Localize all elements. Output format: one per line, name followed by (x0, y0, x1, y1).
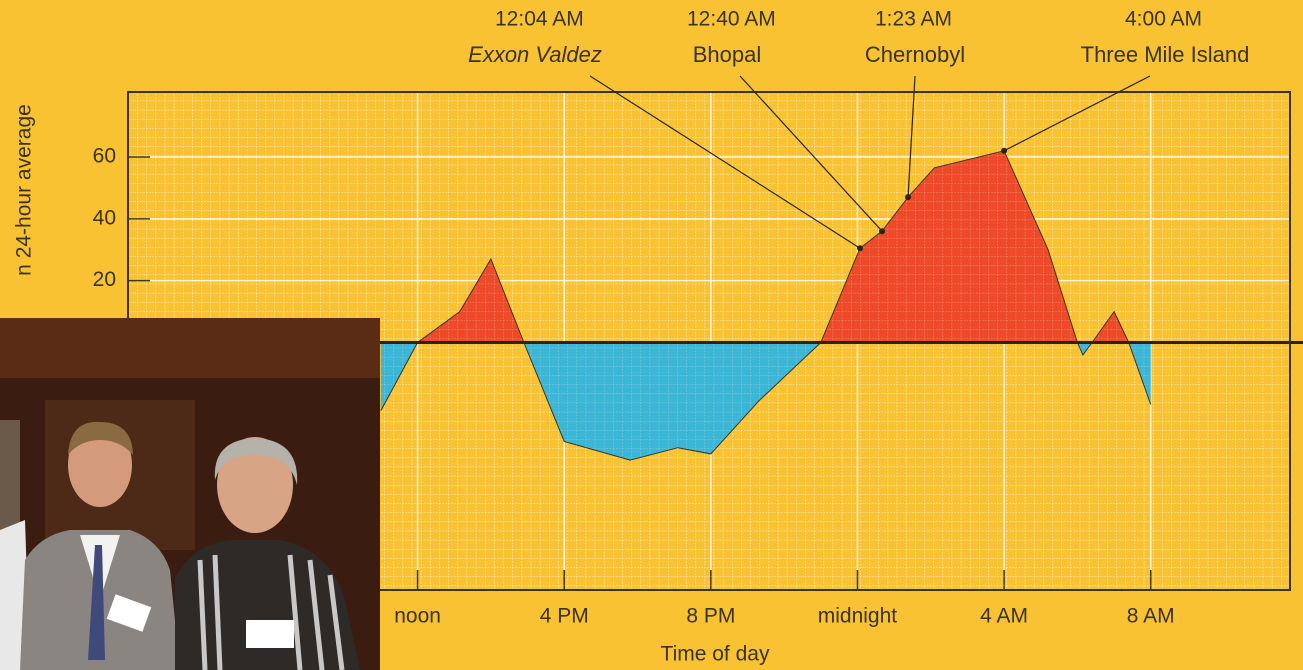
x-tick-label: noon (394, 605, 441, 628)
photo-inset (0, 318, 380, 670)
annotation-point (905, 194, 911, 200)
x-tick-label: midnight (818, 605, 898, 628)
annotation-name: Exxon Valdez (468, 42, 602, 67)
y-tick-label: 60 (93, 145, 116, 168)
x-tick-label: 4 PM (540, 605, 589, 628)
x-axis-label: Time of day (661, 643, 770, 666)
annotation-name: Chernobyl (865, 42, 965, 67)
x-tick-label: 8 AM (1127, 605, 1175, 628)
annotation-time: 12:40 AM (687, 8, 776, 31)
y-axis-label: n 24-hour average (13, 104, 36, 276)
annotation-point (879, 228, 885, 234)
annotation-name: Bhopal (693, 42, 762, 67)
annotation-point (857, 245, 863, 251)
annotation-time: 12:04 AM (495, 8, 584, 31)
annotation-point (1001, 148, 1007, 154)
chart: 20 40 60 noon 4 PM 8 PM midnight 4 AM 8 AM n 24-… (0, 0, 1303, 670)
y-tick-label: 40 (93, 206, 116, 229)
annotation-name: Three Mile Island (1081, 42, 1250, 67)
y-tick-label: 20 (93, 268, 116, 291)
annotation-time: 1:23 AM (875, 8, 952, 31)
annotation-time: 4:00 AM (1125, 8, 1202, 31)
x-tick-label: 4 AM (980, 605, 1028, 628)
x-tick-label: 8 PM (686, 605, 735, 628)
